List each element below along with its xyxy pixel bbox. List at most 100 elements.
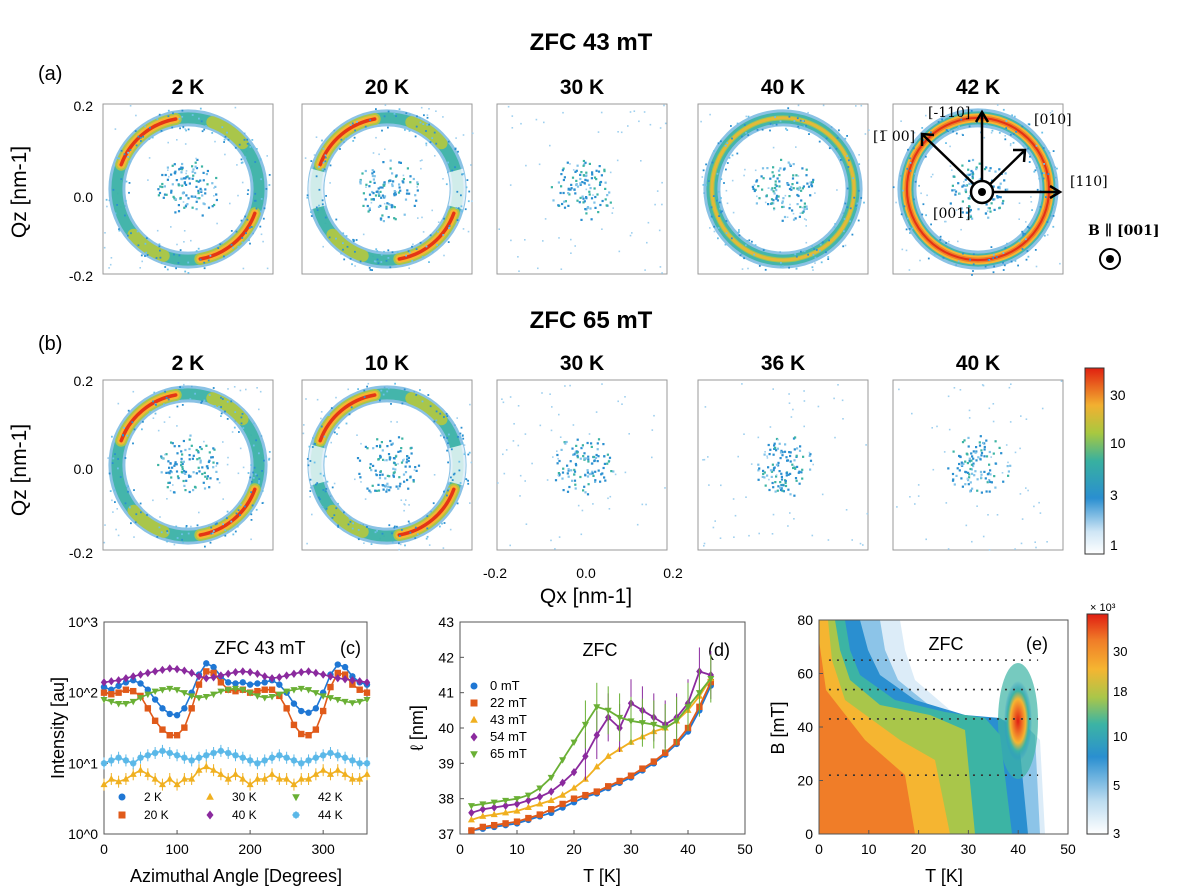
speckle bbox=[365, 183, 368, 186]
speckle bbox=[408, 113, 411, 116]
sans-panel-frame bbox=[102, 379, 274, 551]
speckle bbox=[592, 194, 594, 196]
speckle bbox=[584, 208, 587, 211]
data-point bbox=[524, 803, 532, 811]
data-point bbox=[166, 685, 174, 693]
speckle bbox=[398, 476, 401, 479]
colorbar-multiplier: × 10³ bbox=[1090, 602, 1116, 614]
data-point bbox=[650, 758, 657, 765]
speckle bbox=[1043, 172, 1045, 175]
speckle bbox=[462, 437, 465, 440]
speckle bbox=[766, 474, 769, 477]
speckle bbox=[152, 417, 155, 419]
speckle bbox=[187, 272, 190, 274]
data-point bbox=[210, 691, 218, 699]
speckle bbox=[851, 233, 854, 236]
speckle bbox=[131, 421, 134, 424]
speckle bbox=[563, 206, 567, 209]
speckle bbox=[333, 431, 336, 434]
speckle bbox=[805, 168, 808, 171]
speckle bbox=[316, 482, 319, 484]
speckle bbox=[574, 245, 576, 247]
speckle bbox=[784, 443, 787, 446]
speckle bbox=[579, 183, 582, 186]
speckle bbox=[629, 111, 632, 113]
speckle bbox=[1007, 474, 1010, 477]
speckle bbox=[725, 232, 728, 235]
data-point bbox=[341, 671, 349, 678]
speckle bbox=[200, 447, 203, 451]
speckle bbox=[132, 442, 134, 445]
speckle bbox=[968, 473, 971, 476]
speckle bbox=[237, 509, 240, 512]
data-point bbox=[122, 674, 130, 683]
speckle bbox=[419, 241, 422, 244]
speckle bbox=[339, 148, 341, 150]
speckle bbox=[164, 453, 166, 456]
speckle bbox=[1019, 493, 1022, 495]
speckle bbox=[185, 172, 187, 175]
data-point bbox=[217, 747, 225, 755]
data-point bbox=[348, 775, 356, 782]
speckle bbox=[1046, 234, 1049, 236]
speckle bbox=[758, 197, 761, 200]
speckle bbox=[844, 244, 847, 247]
speckle bbox=[782, 197, 785, 200]
speckle bbox=[920, 192, 922, 195]
speckle bbox=[803, 400, 806, 402]
data-point bbox=[173, 752, 181, 759]
speckle bbox=[597, 438, 601, 441]
speckle bbox=[413, 469, 416, 471]
speckle bbox=[163, 185, 166, 188]
speckle bbox=[801, 477, 804, 480]
speckle bbox=[597, 469, 600, 472]
speckle bbox=[546, 479, 549, 481]
speckle bbox=[403, 503, 405, 505]
speckle bbox=[352, 240, 355, 243]
speckle bbox=[377, 489, 381, 492]
speckle bbox=[855, 105, 857, 107]
speckle bbox=[364, 498, 367, 500]
legend-marker bbox=[470, 699, 478, 707]
speckle bbox=[149, 411, 151, 414]
speckle bbox=[957, 260, 960, 263]
speckle bbox=[719, 207, 721, 210]
speckle bbox=[265, 188, 268, 190]
speckle bbox=[250, 491, 252, 494]
speckle bbox=[199, 107, 202, 110]
speckle bbox=[805, 205, 808, 208]
speckle bbox=[421, 159, 423, 161]
speckle bbox=[951, 169, 953, 171]
speckle bbox=[779, 486, 782, 489]
data-point bbox=[115, 689, 122, 696]
speckle bbox=[221, 398, 224, 400]
star-stroke bbox=[144, 752, 151, 759]
speckle bbox=[439, 525, 441, 528]
data-point bbox=[137, 754, 144, 761]
speckle bbox=[369, 269, 372, 271]
speckle bbox=[937, 121, 940, 123]
speckle bbox=[972, 263, 975, 266]
speckle bbox=[574, 462, 577, 466]
speckle bbox=[167, 398, 170, 401]
speckle bbox=[185, 526, 188, 529]
speckle bbox=[703, 542, 706, 545]
speckle bbox=[110, 257, 113, 259]
speckle bbox=[182, 126, 185, 128]
sans-colorbar: 30 10 3 1 bbox=[1084, 367, 1126, 555]
data-point bbox=[312, 705, 320, 712]
speckle bbox=[250, 513, 253, 516]
data-point bbox=[525, 796, 532, 805]
series-line bbox=[471, 670, 712, 814]
speckle bbox=[845, 509, 848, 511]
speckle bbox=[517, 405, 520, 407]
speckle bbox=[800, 471, 803, 474]
speckle bbox=[222, 523, 224, 526]
speckle bbox=[237, 245, 240, 248]
speckle bbox=[787, 488, 790, 491]
speckle bbox=[426, 527, 429, 530]
data-point bbox=[363, 770, 371, 777]
speckle bbox=[207, 259, 210, 262]
speckle bbox=[741, 383, 743, 385]
speckle bbox=[833, 226, 836, 229]
